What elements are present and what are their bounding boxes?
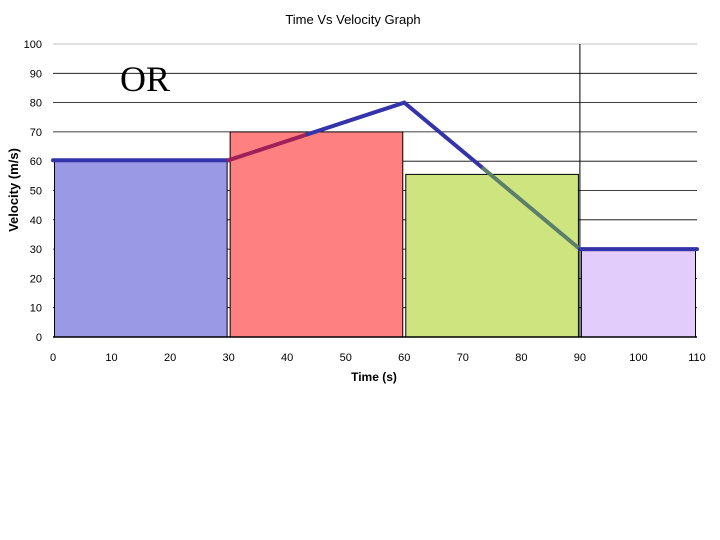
x-tick-label: 10 (105, 352, 117, 364)
x-tick-label: 60 (398, 352, 410, 364)
y-tick-label: 80 (30, 98, 42, 110)
x-tick-label: 30 (223, 352, 235, 364)
line-segment (402, 100, 486, 171)
bar (405, 173, 579, 338)
x-tick-label: 80 (515, 352, 527, 364)
y-tick-label: 70 (30, 127, 42, 139)
bars (54, 131, 697, 338)
chart-title: Time Vs Velocity Graph (285, 12, 420, 27)
y-tick-label: 10 (30, 303, 42, 315)
x-tick-label: 100 (629, 352, 647, 364)
y-tick-label: 90 (30, 68, 42, 80)
x-tick-label: 70 (457, 352, 469, 364)
tick-labels: 0 10 20 30 40 50 60 70 80 90 100 0 10 20 30 40 50 60 70 80 9… (24, 39, 706, 364)
line-segment (226, 132, 310, 163)
y-tick-label: 100 (24, 39, 42, 51)
line-segment (305, 100, 407, 137)
x-tick-label: 90 (574, 352, 586, 364)
line-segment (481, 166, 582, 252)
velocity-line (51, 100, 699, 252)
y-tick-label: 40 (30, 215, 42, 227)
y-tick-label: 20 (30, 273, 42, 285)
x-tick-label: 20 (164, 352, 176, 364)
x-axis-label: Time (s) (351, 370, 397, 384)
x-tick-label: 40 (281, 352, 293, 364)
axes (53, 44, 697, 338)
y-tick-label: 0 (36, 332, 42, 344)
bar (229, 131, 404, 338)
bar (54, 160, 228, 338)
x-tick-label: 110 (688, 352, 706, 364)
bar (580, 250, 697, 338)
or-annotation: OR (120, 59, 171, 99)
y-axis-label: Velocity (m/s) (6, 148, 21, 232)
y-tick-label: 60 (30, 156, 42, 168)
y-tick-label: 50 (30, 186, 42, 198)
y-tick-label: 30 (30, 244, 42, 256)
x-tick-label: 0 (50, 352, 56, 364)
x-tick-label: 50 (340, 352, 352, 364)
